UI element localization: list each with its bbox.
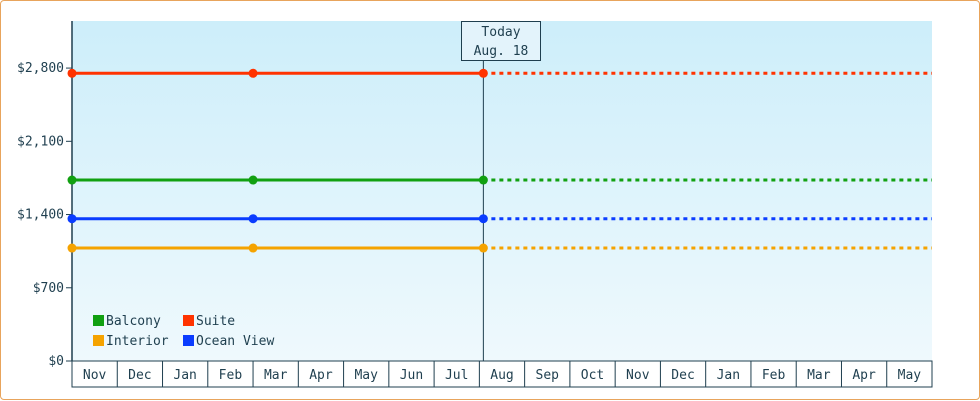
legend-label-ocean-view: Ocean View <box>196 334 275 349</box>
x-tick-label: Apr <box>852 368 876 383</box>
x-tick-label: Feb <box>219 368 243 383</box>
today-label: Today <box>481 25 521 40</box>
data-point-ocean-view <box>478 214 488 224</box>
x-tick-label: Jan <box>717 368 740 383</box>
x-tick-label: Apr <box>309 368 333 383</box>
data-point-interior <box>67 243 77 253</box>
data-point-ocean-view <box>248 214 258 224</box>
legend-label-balcony: Balcony <box>106 314 161 329</box>
x-tick-label: Jun <box>400 368 423 383</box>
data-point-suite <box>67 68 77 78</box>
x-tick-label: Oct <box>581 368 604 383</box>
x-tick-label: Nov <box>626 368 650 383</box>
today-marker-label: Today Aug. 18 <box>461 21 541 61</box>
legend-item-balcony[interactable]: Balcony <box>93 313 161 331</box>
y-tick-label: $2,800 <box>17 61 64 76</box>
legend-item-ocean-view[interactable]: Ocean View <box>183 333 274 351</box>
x-tick-label: Nov <box>83 368 107 383</box>
x-tick-label: Jul <box>445 368 468 383</box>
data-point-interior <box>248 243 258 253</box>
legend-swatch-interior <box>93 335 104 346</box>
x-tick-label: May <box>354 368 378 383</box>
x-tick-label: Dec <box>671 368 694 383</box>
x-axis-row <box>71 360 933 388</box>
x-tick-label: Aug <box>490 368 513 383</box>
data-point-suite <box>478 68 488 78</box>
legend-label-interior: Interior <box>106 334 169 349</box>
legend-swatch-suite <box>183 315 194 326</box>
data-point-balcony <box>478 175 488 185</box>
x-tick-label: Sep <box>536 368 560 383</box>
y-tick-label: $0 <box>48 354 64 369</box>
today-date: Aug. 18 <box>473 44 529 59</box>
x-tick-label: Mar <box>807 368 831 383</box>
y-tick-label: $700 <box>33 281 64 296</box>
plot-background <box>72 21 932 361</box>
legend-item-interior[interactable]: Interior <box>93 333 169 351</box>
x-tick-label: Dec <box>128 368 151 383</box>
x-tick-label: Mar <box>264 368 288 383</box>
x-tick-label: May <box>898 368 922 383</box>
legend-swatch-ocean-view <box>183 335 194 346</box>
x-tick-label: Jan <box>173 368 196 383</box>
data-point-ocean-view <box>67 214 77 224</box>
y-tick-label: $1,400 <box>17 208 64 223</box>
data-point-suite <box>248 68 258 78</box>
x-tick-label: Feb <box>762 368 786 383</box>
data-point-balcony <box>67 175 77 185</box>
legend-swatch-balcony <box>93 315 104 326</box>
legend-item-suite[interactable]: Suite <box>183 313 235 331</box>
data-point-balcony <box>248 175 258 185</box>
legend-label-suite: Suite <box>196 314 236 329</box>
data-point-interior <box>478 243 488 253</box>
y-tick-label: $2,100 <box>17 134 64 149</box>
